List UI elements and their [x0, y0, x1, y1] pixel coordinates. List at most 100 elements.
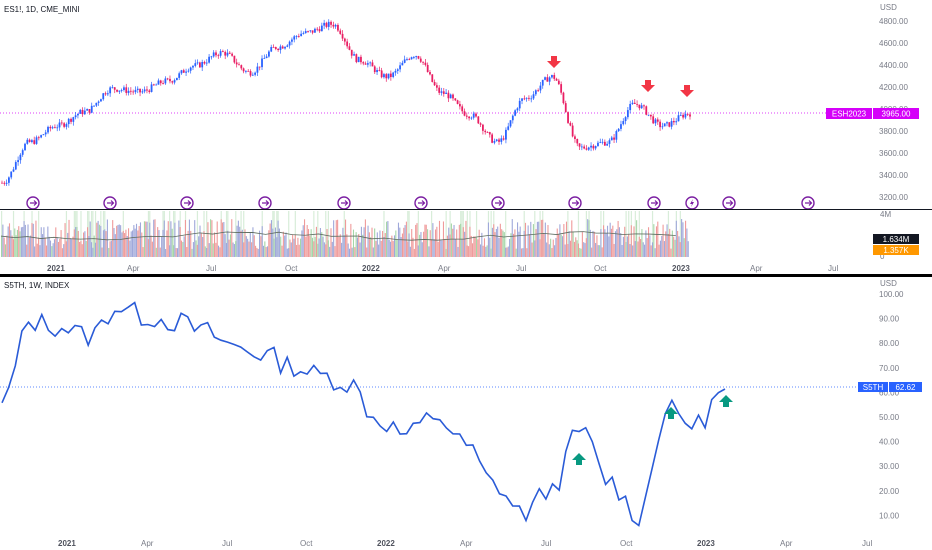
volume-highlight — [407, 211, 409, 256]
volume-bar — [645, 230, 647, 257]
dividend-event-icon[interactable] — [337, 196, 351, 210]
candle-body — [521, 98, 523, 101]
volume-bar — [125, 229, 127, 257]
time-axis-tick: Apr — [127, 264, 140, 273]
symbol-badge-text: ESH2023 — [832, 110, 867, 119]
candle-body — [215, 52, 217, 56]
volume-bar — [237, 220, 239, 257]
volume-bar — [286, 248, 288, 257]
volume-bar — [321, 232, 323, 257]
candle-body — [150, 84, 153, 92]
candle-body — [251, 74, 254, 76]
candle-body — [194, 63, 197, 66]
volume-bar — [194, 220, 196, 257]
volume-bar — [298, 244, 300, 257]
top-time-axis[interactable]: 2021 Apr Jul Oct 2022 Apr Jul Oct 2023 Apr Jul — [47, 264, 838, 273]
candle-body — [350, 49, 353, 56]
volume-bar — [421, 242, 423, 257]
volume-bar — [52, 243, 54, 257]
candle-body — [201, 61, 204, 68]
dividend-event-icon[interactable] — [26, 196, 40, 210]
time-axis-tick: Jul — [206, 264, 216, 273]
volume-bar — [347, 243, 349, 257]
candle-body — [100, 99, 102, 102]
volume-bar — [466, 245, 468, 257]
volume-bar — [98, 224, 101, 257]
volume-bar — [75, 227, 77, 257]
pane-divider[interactable] — [0, 274, 932, 277]
volume-bar — [284, 235, 286, 257]
dividend-event-icon[interactable] — [568, 196, 582, 210]
volume-highlight — [343, 211, 345, 256]
candle-body — [620, 124, 622, 129]
volume-bar — [57, 241, 59, 257]
volume-bar — [333, 220, 335, 257]
volume-highlight — [567, 211, 569, 256]
event-icons[interactable] — [26, 196, 815, 210]
volume-bar — [442, 221, 445, 257]
candle-body — [615, 131, 618, 140]
dividend-event-icon[interactable] — [258, 196, 272, 210]
volume-bar — [130, 231, 132, 257]
candle-body — [291, 39, 293, 42]
candle-body — [270, 47, 273, 52]
dividend-event-icon[interactable] — [103, 196, 117, 210]
dividend-event-icon[interactable] — [801, 196, 815, 210]
volume-bar — [327, 240, 329, 257]
time-axis-tick: 2023 — [672, 264, 690, 273]
candle-body — [268, 51, 270, 57]
value-axis-tick: 30.00 — [879, 462, 900, 471]
volume-bar — [606, 225, 609, 257]
candle-body — [129, 90, 132, 92]
candle-body — [175, 77, 178, 81]
candle-body — [613, 137, 615, 140]
volume-bar — [644, 244, 646, 257]
volume-highlight — [638, 211, 640, 256]
volume-bar — [514, 229, 516, 257]
volume-bar — [277, 220, 279, 257]
bottom-time-axis[interactable]: 2021 Apr Jul Oct 2022 Apr Jul Oct 2023 Apr Jul — [58, 539, 872, 548]
volume-bar — [661, 235, 663, 257]
volume-bar — [428, 246, 430, 257]
volume-bar — [345, 219, 347, 257]
volume-bar — [153, 219, 155, 257]
volume-bar — [210, 219, 212, 257]
candle-body — [668, 122, 671, 127]
dividend-event-icon[interactable] — [180, 196, 194, 210]
volume-bar — [8, 223, 11, 257]
volume-bar — [380, 240, 382, 257]
candle-body — [19, 154, 22, 161]
dividend-event-icon[interactable] — [414, 196, 428, 210]
volume-highlight — [461, 211, 463, 256]
volume-bar — [468, 246, 470, 257]
bottom-value-axis[interactable]: 100.00 90.00 80.00 70.00 60.00 50.00 40.00 30.0… — [879, 290, 904, 520]
dividend-event-icon[interactable] — [491, 196, 505, 210]
price-axis-tick: 3600.00 — [879, 149, 908, 158]
volume-bar — [572, 232, 574, 257]
volume-bar — [449, 234, 451, 257]
candle-body — [410, 57, 413, 60]
time-axis-tick: Apr — [141, 539, 154, 548]
candle-body — [585, 148, 588, 150]
volume-bar — [477, 239, 479, 257]
volume-bar — [453, 225, 455, 257]
value-axis-tick: 70.00 — [879, 364, 900, 373]
dividend-event-icon[interactable] — [647, 196, 661, 210]
volume-bar — [654, 248, 656, 257]
dividend-event-icon[interactable] — [722, 196, 736, 210]
candle-body — [530, 98, 533, 100]
volume-bar — [270, 220, 273, 257]
bottom-annotations — [572, 395, 733, 465]
volume-bar — [43, 227, 45, 257]
candle-body — [263, 58, 266, 59]
candle-body — [666, 122, 668, 124]
volume-bar — [686, 228, 688, 257]
candle-body — [523, 98, 526, 100]
volume-bar — [142, 247, 144, 257]
candle-body — [355, 54, 358, 63]
flash-event-icon[interactable] — [685, 196, 699, 210]
volume-bar — [102, 230, 104, 257]
volume-bar — [673, 236, 675, 257]
candle-body — [672, 121, 675, 123]
